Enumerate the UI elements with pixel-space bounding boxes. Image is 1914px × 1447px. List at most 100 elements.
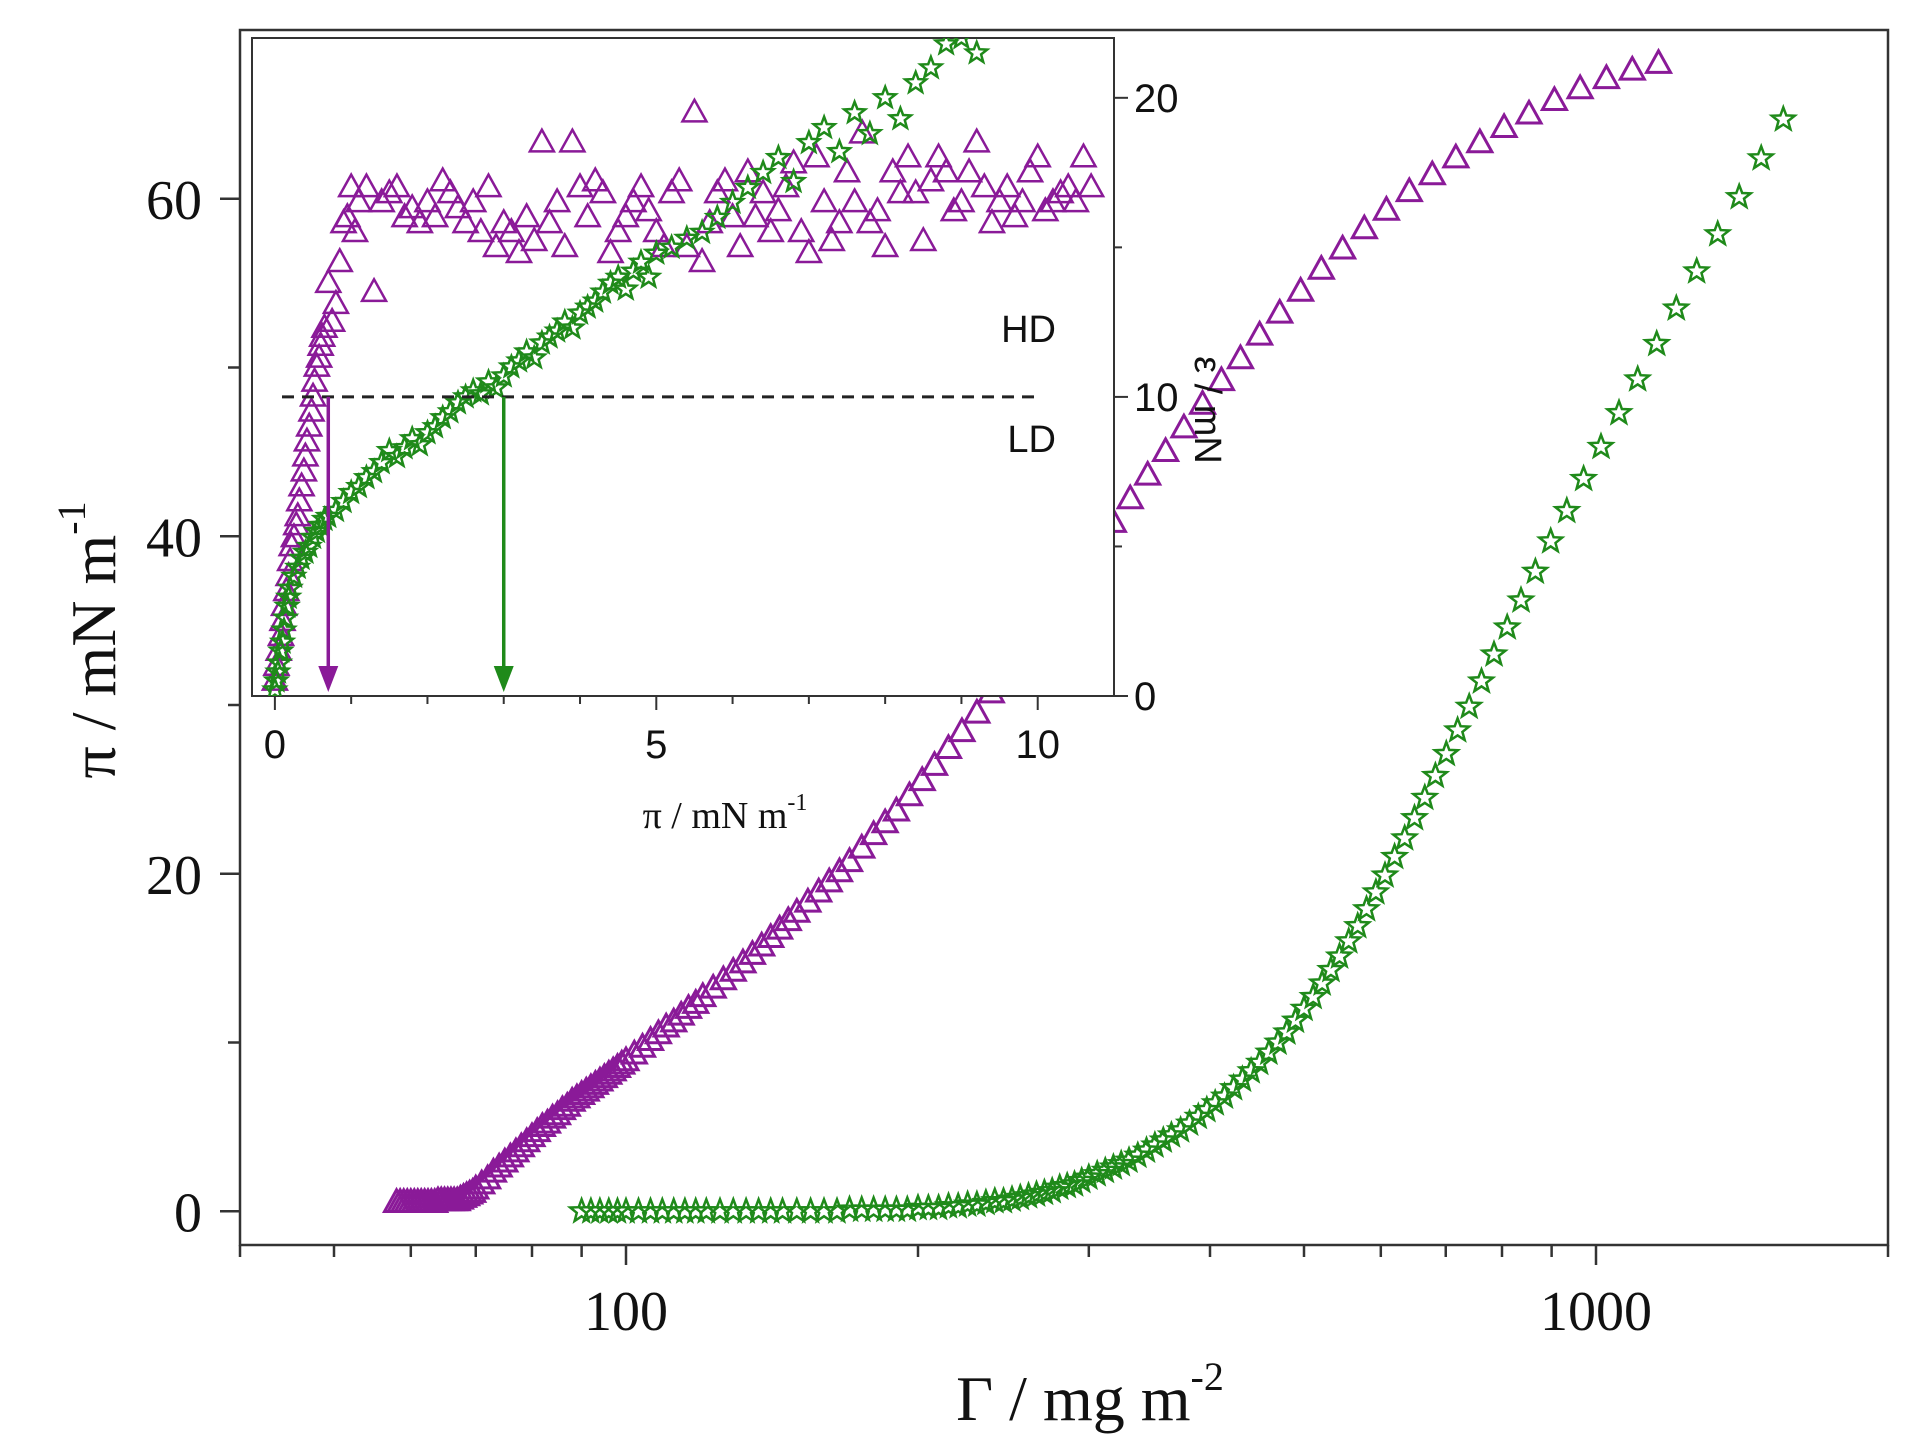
- main-point: [635, 1024, 666, 1051]
- inset-point: [527, 127, 557, 153]
- inset-point: [840, 98, 869, 125]
- inset-point: [413, 186, 442, 213]
- main-point: [773, 904, 803, 932]
- inset-point: [466, 216, 495, 243]
- main-point: [962, 1188, 992, 1218]
- main-point: [881, 795, 911, 822]
- inset-point: [1076, 172, 1106, 198]
- inset-point: [375, 177, 404, 204]
- inset-point: [535, 207, 564, 234]
- inset-point: [703, 202, 732, 230]
- inset-point: [863, 195, 892, 222]
- main-point: [1442, 714, 1473, 743]
- main-point: [1349, 213, 1379, 240]
- main-point: [1082, 1158, 1112, 1187]
- inset-point: [611, 274, 640, 301]
- inset-point: [337, 172, 366, 198]
- main-point: [1551, 495, 1582, 524]
- main-point: [822, 1195, 852, 1224]
- inset-point: [665, 166, 694, 192]
- main-point: [1454, 691, 1485, 720]
- inset-point: [283, 552, 312, 580]
- inset-point: [302, 351, 331, 377]
- inset-point: [367, 448, 396, 475]
- main-point: [1316, 954, 1346, 983]
- inset-point: [604, 262, 632, 290]
- inset-point: [520, 343, 549, 370]
- inset-point: [802, 142, 831, 168]
- main-point: [756, 921, 786, 949]
- inset-point: [428, 166, 457, 192]
- main-point: [1342, 910, 1373, 939]
- inset-point: [359, 276, 389, 303]
- main-point: [1114, 1145, 1144, 1174]
- main-point: [619, 1038, 649, 1065]
- inset-point: [282, 509, 311, 536]
- inset-region-label-0: HD: [1001, 309, 1056, 351]
- inset-point: [292, 426, 322, 452]
- inset-data-marks: HD LD: [260, 38, 1106, 696]
- inset-axes: 0 5 10 0 10 20: [264, 77, 1179, 767]
- inset-point: [1008, 186, 1037, 213]
- inset-point: [1038, 186, 1068, 213]
- main-point: [681, 987, 711, 1014]
- main-y-tick-label: 60: [146, 170, 202, 232]
- main-point: [1702, 218, 1733, 247]
- inset-point: [573, 201, 602, 228]
- main-point: [1399, 802, 1430, 831]
- main-point: [933, 732, 964, 760]
- main-point: [1681, 255, 1712, 284]
- main-point: [1254, 1037, 1284, 1066]
- main-point: [1379, 841, 1410, 870]
- main-plot-frame: [238, 28, 1890, 1247]
- inset-point: [871, 231, 900, 258]
- main-point: [1271, 1016, 1302, 1045]
- inset-point: [795, 128, 823, 155]
- inset-point: [482, 373, 510, 400]
- inset-point: [878, 157, 907, 183]
- inset-point: [619, 186, 648, 213]
- inset-point: [344, 186, 373, 213]
- main-point: [737, 938, 767, 965]
- inset-point: [718, 187, 747, 215]
- inset-point: [558, 127, 587, 153]
- inset-point: [466, 379, 495, 406]
- main-point: [1307, 967, 1338, 996]
- main-point: [913, 1192, 944, 1221]
- inset-point: [756, 216, 785, 243]
- main-point: [1328, 233, 1358, 260]
- main-point: [747, 930, 777, 957]
- inset-point: [1061, 186, 1090, 213]
- inset-point: [939, 195, 968, 222]
- main-series-1-star: [566, 103, 1799, 1224]
- main-point: [542, 1099, 573, 1126]
- main-point: [1431, 738, 1462, 767]
- inset-y-tick-label: 0: [1134, 675, 1156, 719]
- inset-point: [657, 232, 686, 260]
- main-point: [698, 972, 728, 999]
- inset-point: [817, 225, 846, 252]
- inset-point: [340, 216, 370, 243]
- inset-point: [886, 177, 915, 204]
- main-point: [659, 1006, 689, 1033]
- main-point: [1604, 397, 1634, 426]
- inset-point: [367, 186, 396, 213]
- inset-arrow-head: [493, 666, 514, 692]
- inset-point: [1031, 195, 1060, 222]
- main-point: [1200, 1087, 1231, 1116]
- inset-y-tick-label: 10: [1134, 376, 1179, 420]
- inset-point: [810, 113, 838, 140]
- main-point: [1351, 893, 1382, 922]
- inset-point: [1000, 201, 1029, 228]
- inset-arrow-head: [318, 666, 339, 692]
- inset-y-axis-label: ε / mN: [1186, 356, 1228, 464]
- main-point: [1520, 556, 1551, 585]
- inset-point: [325, 246, 354, 273]
- inset-plot: HD LD 0 5 10 0 10 20 π / mN m-1 ε / mN: [251, 37, 1228, 837]
- inset-point: [451, 207, 480, 234]
- main-point: [1643, 47, 1674, 74]
- main-point: [728, 947, 758, 974]
- inset-point: [779, 167, 808, 194]
- main-point: [1225, 343, 1256, 370]
- inset-x-tick-label: 10: [1015, 723, 1060, 767]
